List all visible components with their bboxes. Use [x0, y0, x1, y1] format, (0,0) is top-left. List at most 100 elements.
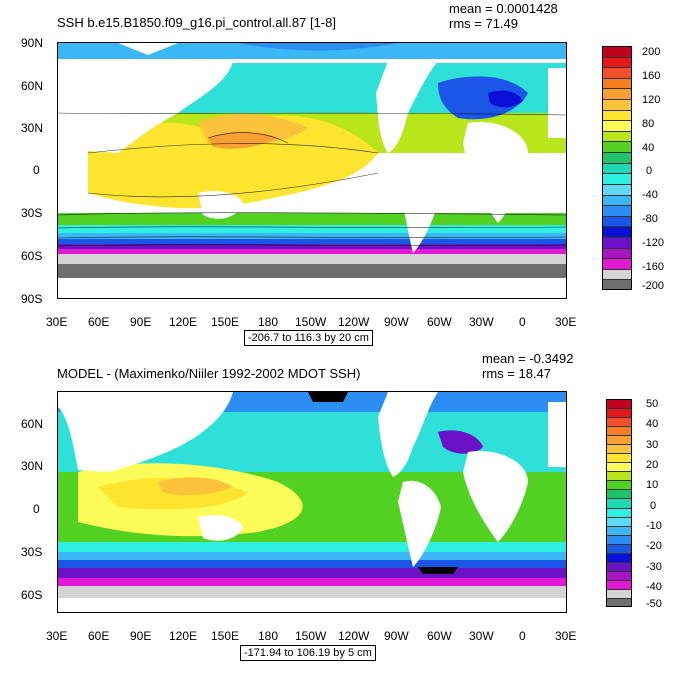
colorbar-label: 50: [646, 398, 659, 410]
panel-2-lat-label: 30N: [21, 459, 44, 473]
panel-2-lon-label: 150W: [295, 629, 327, 643]
colorbar-label: 200: [642, 46, 661, 58]
colorbar-swatch: [602, 258, 632, 270]
panel-2-lon-label: 30E: [46, 629, 68, 643]
colorbar-swatch: [606, 399, 632, 409]
panel-1-range: -206.7 to 116.3 by 20 cm: [244, 330, 373, 346]
panel-2-lon-label: 120W: [338, 629, 370, 643]
panel-2-lat-label: 60S: [21, 588, 43, 602]
colorbar-swatch: [606, 516, 632, 527]
panel-1-lon-label: 180: [258, 315, 279, 329]
panel-1-lat-label: 0: [33, 163, 40, 177]
panel-1-lon-label: 150E: [211, 315, 240, 329]
colorbar-swatch: [602, 236, 632, 249]
colorbar-swatch: [602, 183, 632, 195]
panel-2-lat-label: 0: [33, 502, 40, 516]
panel-1-lat-label: 30N: [21, 121, 44, 135]
panel-2-lon-label: 30E: [555, 629, 577, 643]
panel-2-map: [57, 391, 567, 613]
panel-2-lon-label: 120E: [169, 629, 198, 643]
colorbar-swatch: [606, 489, 632, 499]
colorbar-swatch: [606, 435, 632, 445]
colorbar-swatch: [606, 552, 632, 563]
colorbar-swatch: [606, 480, 632, 490]
colorbar-label: 40: [642, 142, 655, 154]
panel-2-lon-label: 60W: [427, 629, 452, 643]
colorbar-label: -160: [642, 261, 665, 273]
panel-2-map-svg: [58, 392, 566, 612]
colorbar-swatch: [606, 444, 632, 454]
colorbar-swatch: [606, 417, 632, 427]
panel-1-lon-label: 60W: [427, 315, 452, 329]
colorbar-label: -10: [646, 520, 662, 532]
panel-2-mean: mean = -0.3492: [482, 351, 574, 366]
colorbar-label: -40: [646, 581, 662, 593]
colorbar-swatch: [602, 268, 632, 280]
colorbar-label: 160: [642, 70, 661, 82]
panel-1-lon-label: 150W: [295, 315, 327, 329]
panel-1-lat-label: 90N: [21, 36, 44, 50]
colorbar-swatch: [602, 141, 632, 153]
colorbar-swatch: [606, 471, 632, 481]
colorbar-swatch: [602, 173, 632, 185]
colorbar-label: -50: [646, 598, 662, 610]
colorbar-label: 80: [642, 118, 655, 130]
colorbar-label: 20: [646, 459, 659, 471]
colorbar-swatch: [602, 205, 632, 217]
panel-1-lat-label: 90S: [21, 292, 43, 306]
colorbar-swatch: [602, 56, 632, 68]
panel-1-lon-label: 30E: [46, 315, 68, 329]
panel-1-lon-label: 90W: [384, 315, 409, 329]
panel-1-lon-label: 0: [519, 315, 526, 329]
panel-1-lon-label: 30E: [555, 315, 577, 329]
colorbar-swatch: [602, 130, 632, 142]
colorbar-swatch: [602, 162, 632, 174]
colorbar-swatch: [602, 109, 632, 121]
panel-2-lon-label: 180: [258, 629, 279, 643]
panel-1-title: SSH b.e15.B1850.f09_g16.pi_control.all.8…: [57, 15, 336, 30]
panel-1-lat-label: 60N: [21, 79, 44, 93]
colorbar-swatch: [602, 77, 632, 89]
panel-2-colorbar: [606, 399, 632, 608]
colorbar-label: -200: [642, 280, 665, 292]
colorbar-swatch: [606, 579, 632, 590]
colorbar-swatch: [602, 279, 632, 291]
colorbar-swatch: [602, 99, 632, 111]
colorbar-swatch: [606, 426, 632, 436]
panel-1-lon-label: 120W: [338, 315, 370, 329]
panel-1-lon-label: 120E: [169, 315, 198, 329]
colorbar-swatch: [606, 561, 632, 572]
panel-1-lat-label: 30S: [21, 206, 43, 220]
panel-2-lon-label: 90E: [130, 629, 152, 643]
colorbar-swatch: [606, 525, 632, 536]
colorbar-label: 40: [646, 418, 659, 430]
colorbar-swatch: [602, 247, 632, 259]
colorbar-swatch: [606, 570, 632, 581]
panel-1-map: [57, 42, 567, 299]
colorbar-swatch: [602, 46, 632, 58]
panel-2-rms: rms = 18.47: [482, 366, 552, 381]
colorbar-label: 0: [650, 500, 657, 512]
colorbar-label: -80: [642, 213, 658, 225]
colorbar-swatch: [606, 588, 632, 599]
panel-1-mean: mean = 0.0001428: [449, 1, 558, 16]
colorbar-swatch: [606, 597, 632, 608]
colorbar-label: 120: [642, 94, 661, 106]
panel-1-colorbar: [602, 46, 632, 291]
colorbar-swatch: [606, 498, 632, 508]
panel-2-lon-label: 0: [519, 629, 526, 643]
colorbar-label: -30: [646, 561, 662, 573]
colorbar-label: 0: [646, 165, 653, 177]
panel-1-rms: rms = 71.49: [449, 16, 519, 31]
panel-2-lon-label: 90W: [384, 629, 409, 643]
panel-1-lon-label: 60E: [88, 315, 110, 329]
panel-2-lon-label: 30W: [469, 629, 494, 643]
colorbar-label: -120: [642, 237, 665, 249]
colorbar-label: 10: [646, 479, 659, 491]
panel-2-lon-label: 150E: [211, 629, 240, 643]
colorbar-label: 30: [646, 439, 659, 451]
colorbar-swatch: [606, 507, 632, 518]
panel-1-map-svg: [58, 43, 566, 298]
colorbar-swatch: [602, 215, 632, 227]
panel-2-lat-label: 60N: [21, 417, 44, 431]
